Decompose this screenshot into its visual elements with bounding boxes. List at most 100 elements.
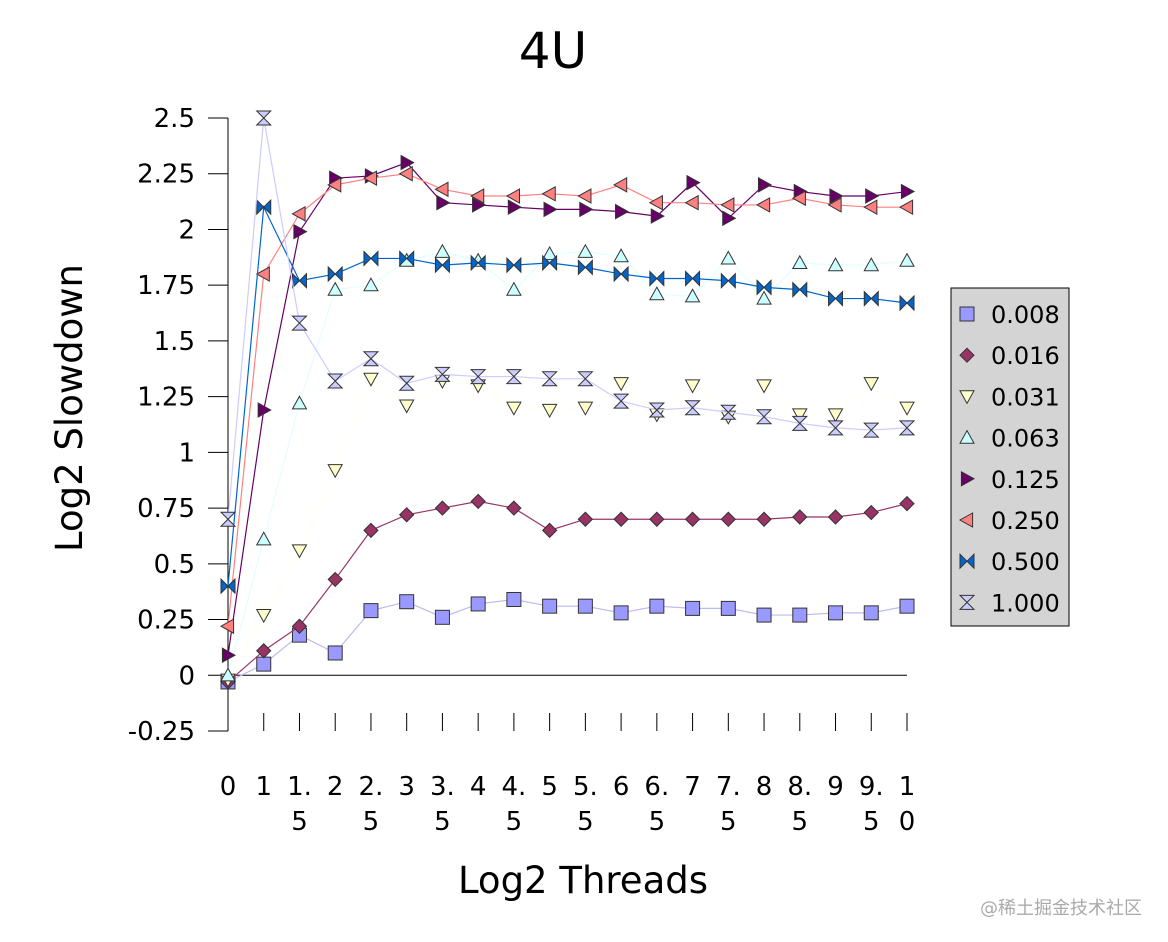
x-tick-label: 5 — [541, 772, 558, 802]
data-point — [255, 608, 272, 624]
data-point — [542, 598, 558, 614]
series-layer — [219, 110, 916, 690]
data-point — [398, 507, 415, 523]
y-tick-label: 0.25 — [137, 606, 195, 636]
series-0.500 — [220, 198, 915, 595]
data-point — [650, 208, 665, 224]
data-point — [613, 265, 629, 283]
data-point — [613, 248, 629, 263]
data-point — [827, 197, 842, 213]
series-0.250 — [219, 165, 914, 635]
legend-marker — [959, 429, 975, 444]
x-tick-label: 5. — [573, 772, 598, 802]
data-point — [256, 198, 272, 216]
data-point — [434, 609, 450, 625]
data-point — [506, 591, 522, 607]
data-point — [363, 250, 379, 267]
x-tick-label: 6 — [613, 772, 630, 802]
data-point — [684, 194, 699, 211]
series-line — [227, 204, 908, 587]
x-tick-label: 5 — [720, 807, 737, 837]
data-point — [791, 254, 808, 269]
data-point — [541, 245, 558, 261]
x-tick-label: 5 — [291, 807, 308, 837]
data-point — [791, 415, 808, 431]
data-point — [685, 600, 701, 616]
data-point — [327, 177, 342, 193]
data-point — [615, 203, 630, 220]
data-point — [291, 544, 308, 559]
data-point — [363, 372, 379, 387]
data-point — [863, 377, 880, 392]
legend-label: 0.500 — [991, 548, 1060, 576]
data-point — [399, 594, 415, 610]
data-point — [577, 511, 594, 527]
data-point — [507, 199, 522, 216]
data-point — [756, 197, 771, 213]
y-tick-label: 0 — [178, 661, 195, 691]
data-point — [327, 265, 343, 283]
data-point — [863, 290, 879, 307]
y-tick-label: 1.25 — [137, 383, 195, 413]
data-point — [684, 379, 701, 394]
legend-box — [950, 287, 1070, 627]
data-point — [362, 351, 380, 367]
data-point — [756, 379, 772, 394]
watermark: @稀土掘金技术社区 — [980, 898, 1142, 919]
y-tick-label: 1.5 — [154, 327, 195, 357]
legend-label: 0.031 — [991, 383, 1060, 411]
data-point — [363, 277, 379, 292]
data-point — [612, 393, 630, 409]
data-point — [827, 408, 844, 423]
data-point — [756, 607, 772, 623]
legend-marker — [960, 470, 976, 487]
x-tick-label: 3. — [430, 772, 455, 802]
y-tick-label: -0.25 — [128, 717, 195, 747]
data-point — [291, 618, 308, 634]
data-point — [255, 266, 270, 282]
data-point — [327, 373, 344, 389]
data-point — [863, 422, 880, 438]
data-point — [898, 420, 916, 436]
x-tick-label: 4. — [501, 772, 526, 802]
x-tick-label: 1 — [255, 772, 272, 802]
legend-label: 1.000 — [991, 589, 1060, 617]
data-point — [899, 401, 915, 416]
legend-label: 0.008 — [991, 301, 1060, 329]
data-point — [505, 369, 523, 385]
data-point — [220, 667, 236, 682]
data-point — [898, 199, 914, 216]
data-point — [756, 511, 772, 527]
data-point — [327, 645, 343, 661]
data-point — [577, 188, 592, 204]
x-tick-label: 5 — [434, 807, 451, 837]
data-point — [541, 522, 558, 539]
data-point — [434, 366, 451, 382]
x-tick-label: 5 — [863, 807, 880, 837]
data-point — [291, 272, 307, 289]
x-tick-label: 7 — [684, 772, 701, 802]
x-tick-label: 1 — [899, 772, 916, 802]
data-point — [757, 177, 773, 193]
x-tick-label: 8 — [756, 772, 773, 802]
data-point — [648, 402, 666, 418]
x-tick-label: 1. — [287, 772, 312, 802]
data-point — [756, 290, 772, 305]
data-point — [327, 571, 343, 588]
data-point — [577, 259, 593, 276]
data-point — [291, 315, 308, 331]
series-0.063 — [220, 243, 915, 682]
x-tick-label: 0 — [899, 807, 916, 837]
data-point — [577, 243, 594, 258]
data-point — [434, 256, 450, 274]
data-point — [720, 250, 737, 265]
data-point — [684, 400, 701, 416]
data-point — [863, 199, 878, 216]
data-point — [685, 270, 701, 287]
x-tick-label: 6. — [644, 772, 669, 802]
data-point — [470, 188, 485, 204]
x-tick-label: 3 — [398, 772, 415, 802]
x-tick-label: 9 — [827, 772, 844, 802]
data-point — [257, 402, 272, 418]
